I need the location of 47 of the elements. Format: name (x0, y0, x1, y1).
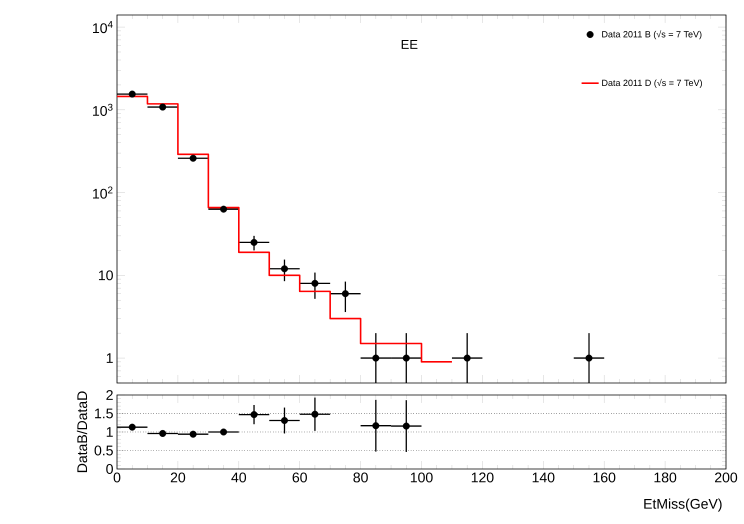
legend-label: Data 2011 B (√s = 7 TeV) (602, 30, 702, 40)
x-tick-label: 120 (472, 472, 494, 482)
x-tick-label: 100 (410, 472, 433, 482)
x-tick-label: 80 (353, 472, 368, 482)
point (372, 354, 380, 362)
point (190, 430, 197, 438)
x-tick-label: 60 (292, 472, 307, 482)
legend-label: Data 2011 D (√s = 7 TeV) (602, 78, 702, 88)
x-tick-label: 20 (170, 472, 186, 482)
point (250, 411, 258, 418)
y-tick-label: 0 (106, 464, 113, 474)
point (280, 417, 288, 424)
point (280, 265, 288, 272)
point (159, 430, 166, 437)
point (220, 428, 228, 436)
y-tick-label: 10$^{2}$ (93, 186, 112, 199)
y-tick-label: 10$^{4}$ (93, 21, 113, 34)
annotation: EE (402, 40, 418, 49)
y-tick-label: 1 (106, 353, 113, 363)
y-tick-label: 10$^{3}$ (93, 104, 113, 116)
point (402, 422, 410, 430)
point (342, 290, 349, 298)
y-tick-label: 10 (98, 270, 113, 280)
point (464, 354, 471, 362)
x-tick-label: 140 (532, 472, 554, 482)
point (311, 410, 318, 418)
y-tick-label: 0.5 (94, 446, 113, 456)
y-axis-title: DataB/DataD (76, 391, 88, 472)
point (372, 422, 380, 430)
point (128, 90, 136, 98)
point (190, 154, 197, 162)
point (250, 238, 258, 246)
point (311, 280, 318, 287)
x-tick-label: 0 (114, 472, 120, 482)
point (128, 424, 136, 431)
x-axis-title: EtMiss(GeV) (644, 498, 722, 512)
y-tick-label: 2 (106, 390, 113, 400)
x-tick-label: 160 (594, 472, 616, 482)
point (585, 354, 592, 362)
x-tick-label: 40 (231, 472, 246, 482)
point (220, 206, 228, 213)
y-tick-label: 1.5 (95, 408, 113, 418)
x-tick-label: 180 (654, 472, 676, 482)
y-tick-label: 1 (106, 427, 113, 437)
point (159, 104, 166, 111)
point (402, 354, 410, 362)
x-tick-label: 200 (715, 472, 738, 482)
